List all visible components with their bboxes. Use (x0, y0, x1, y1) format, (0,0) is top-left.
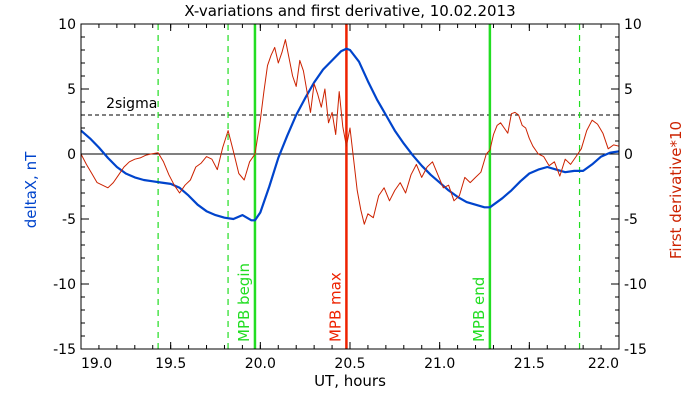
plot-area: MPB begin MPB max MPB end (80, 24, 620, 349)
y-tick-label-left: 0 (67, 147, 76, 163)
x-tick-label: 22.0 (588, 356, 619, 372)
x-tick-label: 19.5 (155, 356, 186, 372)
vline-label-4: MPB end (470, 277, 488, 342)
series-deltaX (80, 47, 620, 222)
sigma-label: 2sigma (106, 96, 157, 112)
x-axis: 19.0 19.5 20.0 20.5 21.0 21.5 22.0 (80, 24, 620, 372)
y-tick-label-right: 0 (624, 147, 633, 163)
y-axis-title-right: First derivative*10 (667, 121, 685, 259)
y-tick-label-right: 5 (624, 82, 633, 98)
x-tick-label: 21.5 (514, 356, 545, 372)
x-tick-label: 20.0 (245, 356, 276, 372)
vline-label-2: MPB begin (235, 263, 253, 342)
x-tick-label: 19.0 (81, 356, 112, 372)
y-tick-label-right: -15 (624, 342, 647, 358)
plot-frame (80, 23, 620, 350)
y-tick-label-left: -5 (62, 212, 76, 228)
series-derivative (80, 39, 620, 225)
y-tick-label-left: -10 (53, 277, 76, 293)
chart-title: X-variations and first derivative, 10.02… (184, 2, 515, 20)
y-tick-label-left: 10 (58, 17, 76, 33)
y-axis-title-left: deltaX, nT (22, 151, 40, 228)
x-axis-title: UT, hours (314, 372, 386, 390)
y-axis-right: 10 5 0 -5 -10 -15 (611, 17, 647, 358)
vline-label-3: MPB max (326, 272, 344, 342)
y-tick-label-right: -5 (624, 212, 638, 228)
y-tick-label-left: -15 (53, 342, 76, 358)
y-tick-label-left: 5 (67, 82, 76, 98)
y-tick-label-right: 10 (624, 17, 642, 33)
x-tick-label: 20.5 (334, 356, 365, 372)
x-tick-label: 21.0 (424, 356, 455, 372)
y-axis-left: 10 5 0 -5 -10 -15 (53, 17, 89, 358)
y-tick-label-right: -10 (624, 277, 647, 293)
